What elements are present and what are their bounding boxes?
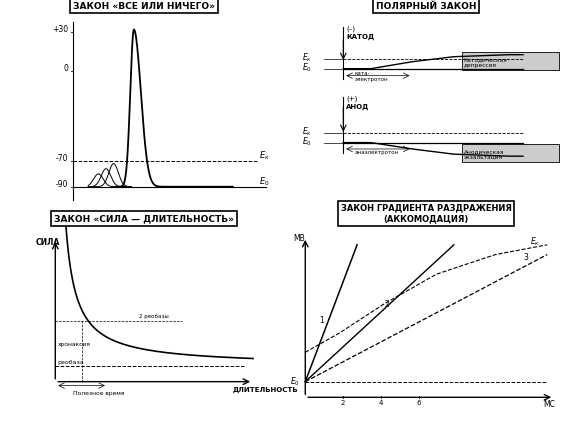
Text: ката-
электротон: ката- электротон xyxy=(354,71,388,82)
Text: 3: 3 xyxy=(523,253,528,263)
Bar xyxy=(462,144,559,162)
Text: МС: МС xyxy=(544,400,556,409)
Title: ПОЛЯРНЫЙ ЗАКОН: ПОЛЯРНЫЙ ЗАКОН xyxy=(376,2,476,11)
Text: -90: -90 xyxy=(55,180,68,189)
Text: +30: +30 xyxy=(52,25,68,34)
Title: ЗАКОН «ВСЕ ИЛИ НИЧЕГО»: ЗАКОН «ВСЕ ИЛИ НИЧЕГО» xyxy=(73,2,215,11)
Text: 0: 0 xyxy=(63,64,68,73)
Title: ЗАКОН «СИЛА — ДЛИТЕЛЬНОСТЬ»: ЗАКОН «СИЛА — ДЛИТЕЛЬНОСТЬ» xyxy=(54,214,234,223)
Text: реобаза: реобаза xyxy=(58,360,85,365)
Text: КАТОД: КАТОД xyxy=(346,34,374,40)
Text: МВ: МВ xyxy=(293,234,305,243)
Text: 4: 4 xyxy=(379,400,383,406)
Bar xyxy=(462,52,559,70)
Text: $E_к$: $E_к$ xyxy=(302,52,312,64)
Text: Полезное время: Полезное время xyxy=(73,391,124,397)
Text: (+): (+) xyxy=(346,96,358,102)
Text: $E_к$: $E_к$ xyxy=(530,236,540,248)
Text: Анодическая
экзальтация: Анодическая экзальтация xyxy=(464,149,504,159)
Text: 2: 2 xyxy=(385,300,389,309)
Text: 1: 1 xyxy=(319,316,324,325)
Text: 2: 2 xyxy=(341,400,345,406)
Text: анаэлектротон: анаэлектротон xyxy=(354,150,399,155)
Title: ЗАКОН ГРАДИЕНТА РАЗДРАЖЕНИЯ
(АККОМОДАЦИЯ): ЗАКОН ГРАДИЕНТА РАЗДРАЖЕНИЯ (АККОМОДАЦИЯ… xyxy=(341,204,511,223)
Text: $E_к$: $E_к$ xyxy=(302,126,312,138)
Text: Катодическая
депрессия: Катодическая депрессия xyxy=(464,58,507,68)
Text: ДЛИТЕЛЬНОСТЬ: ДЛИТЕЛЬНОСТЬ xyxy=(233,386,298,393)
Text: 6: 6 xyxy=(417,400,422,406)
Text: $E_к$: $E_к$ xyxy=(259,149,270,162)
Text: хронаксия: хронаксия xyxy=(58,343,91,348)
Text: -70: -70 xyxy=(55,154,68,163)
Text: 2 реобазы: 2 реобазы xyxy=(139,314,169,319)
Text: СИЛА: СИЛА xyxy=(36,238,60,247)
Text: (–): (–) xyxy=(346,26,355,32)
Text: $E_0$: $E_0$ xyxy=(302,136,312,148)
Text: $E_0$: $E_0$ xyxy=(259,175,270,188)
Text: АНОД: АНОД xyxy=(346,104,369,110)
Text: $E_0$: $E_0$ xyxy=(302,62,312,74)
Text: $E_0$: $E_0$ xyxy=(290,376,300,388)
